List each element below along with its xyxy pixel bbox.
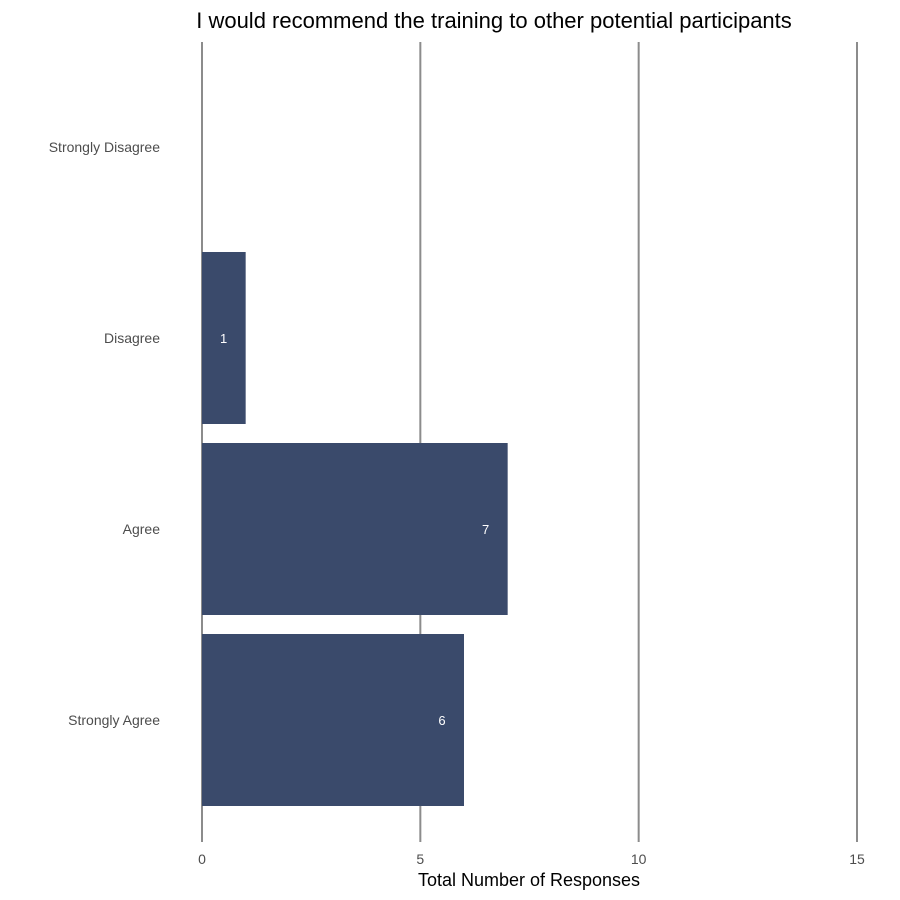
x-axis-tick-labels: 0 5 10 15 xyxy=(198,851,865,867)
data-label: 1 xyxy=(220,331,227,346)
y-tick-label: Agree xyxy=(123,521,161,537)
y-tick-label: Disagree xyxy=(104,330,160,346)
bars xyxy=(202,252,508,806)
y-axis-tick-labels: Strongly Disagree Disagree Agree Strongly A… xyxy=(49,139,160,728)
bar xyxy=(202,634,464,806)
x-tick-label: 10 xyxy=(631,851,647,867)
y-tick-label: Strongly Agree xyxy=(68,712,160,728)
data-labels: 1 7 6 xyxy=(220,331,489,728)
bar xyxy=(202,443,508,615)
y-tick-label: Strongly Disagree xyxy=(49,139,160,155)
bar xyxy=(202,252,246,424)
x-tick-label: 15 xyxy=(849,851,865,867)
x-axis-title: Total Number of Responses xyxy=(418,870,640,890)
data-label: 7 xyxy=(482,522,489,537)
x-tick-label: 0 xyxy=(198,851,206,867)
x-tick-label: 5 xyxy=(416,851,424,867)
chart-title: I would recommend the training to other … xyxy=(196,8,792,33)
data-label: 6 xyxy=(438,713,445,728)
